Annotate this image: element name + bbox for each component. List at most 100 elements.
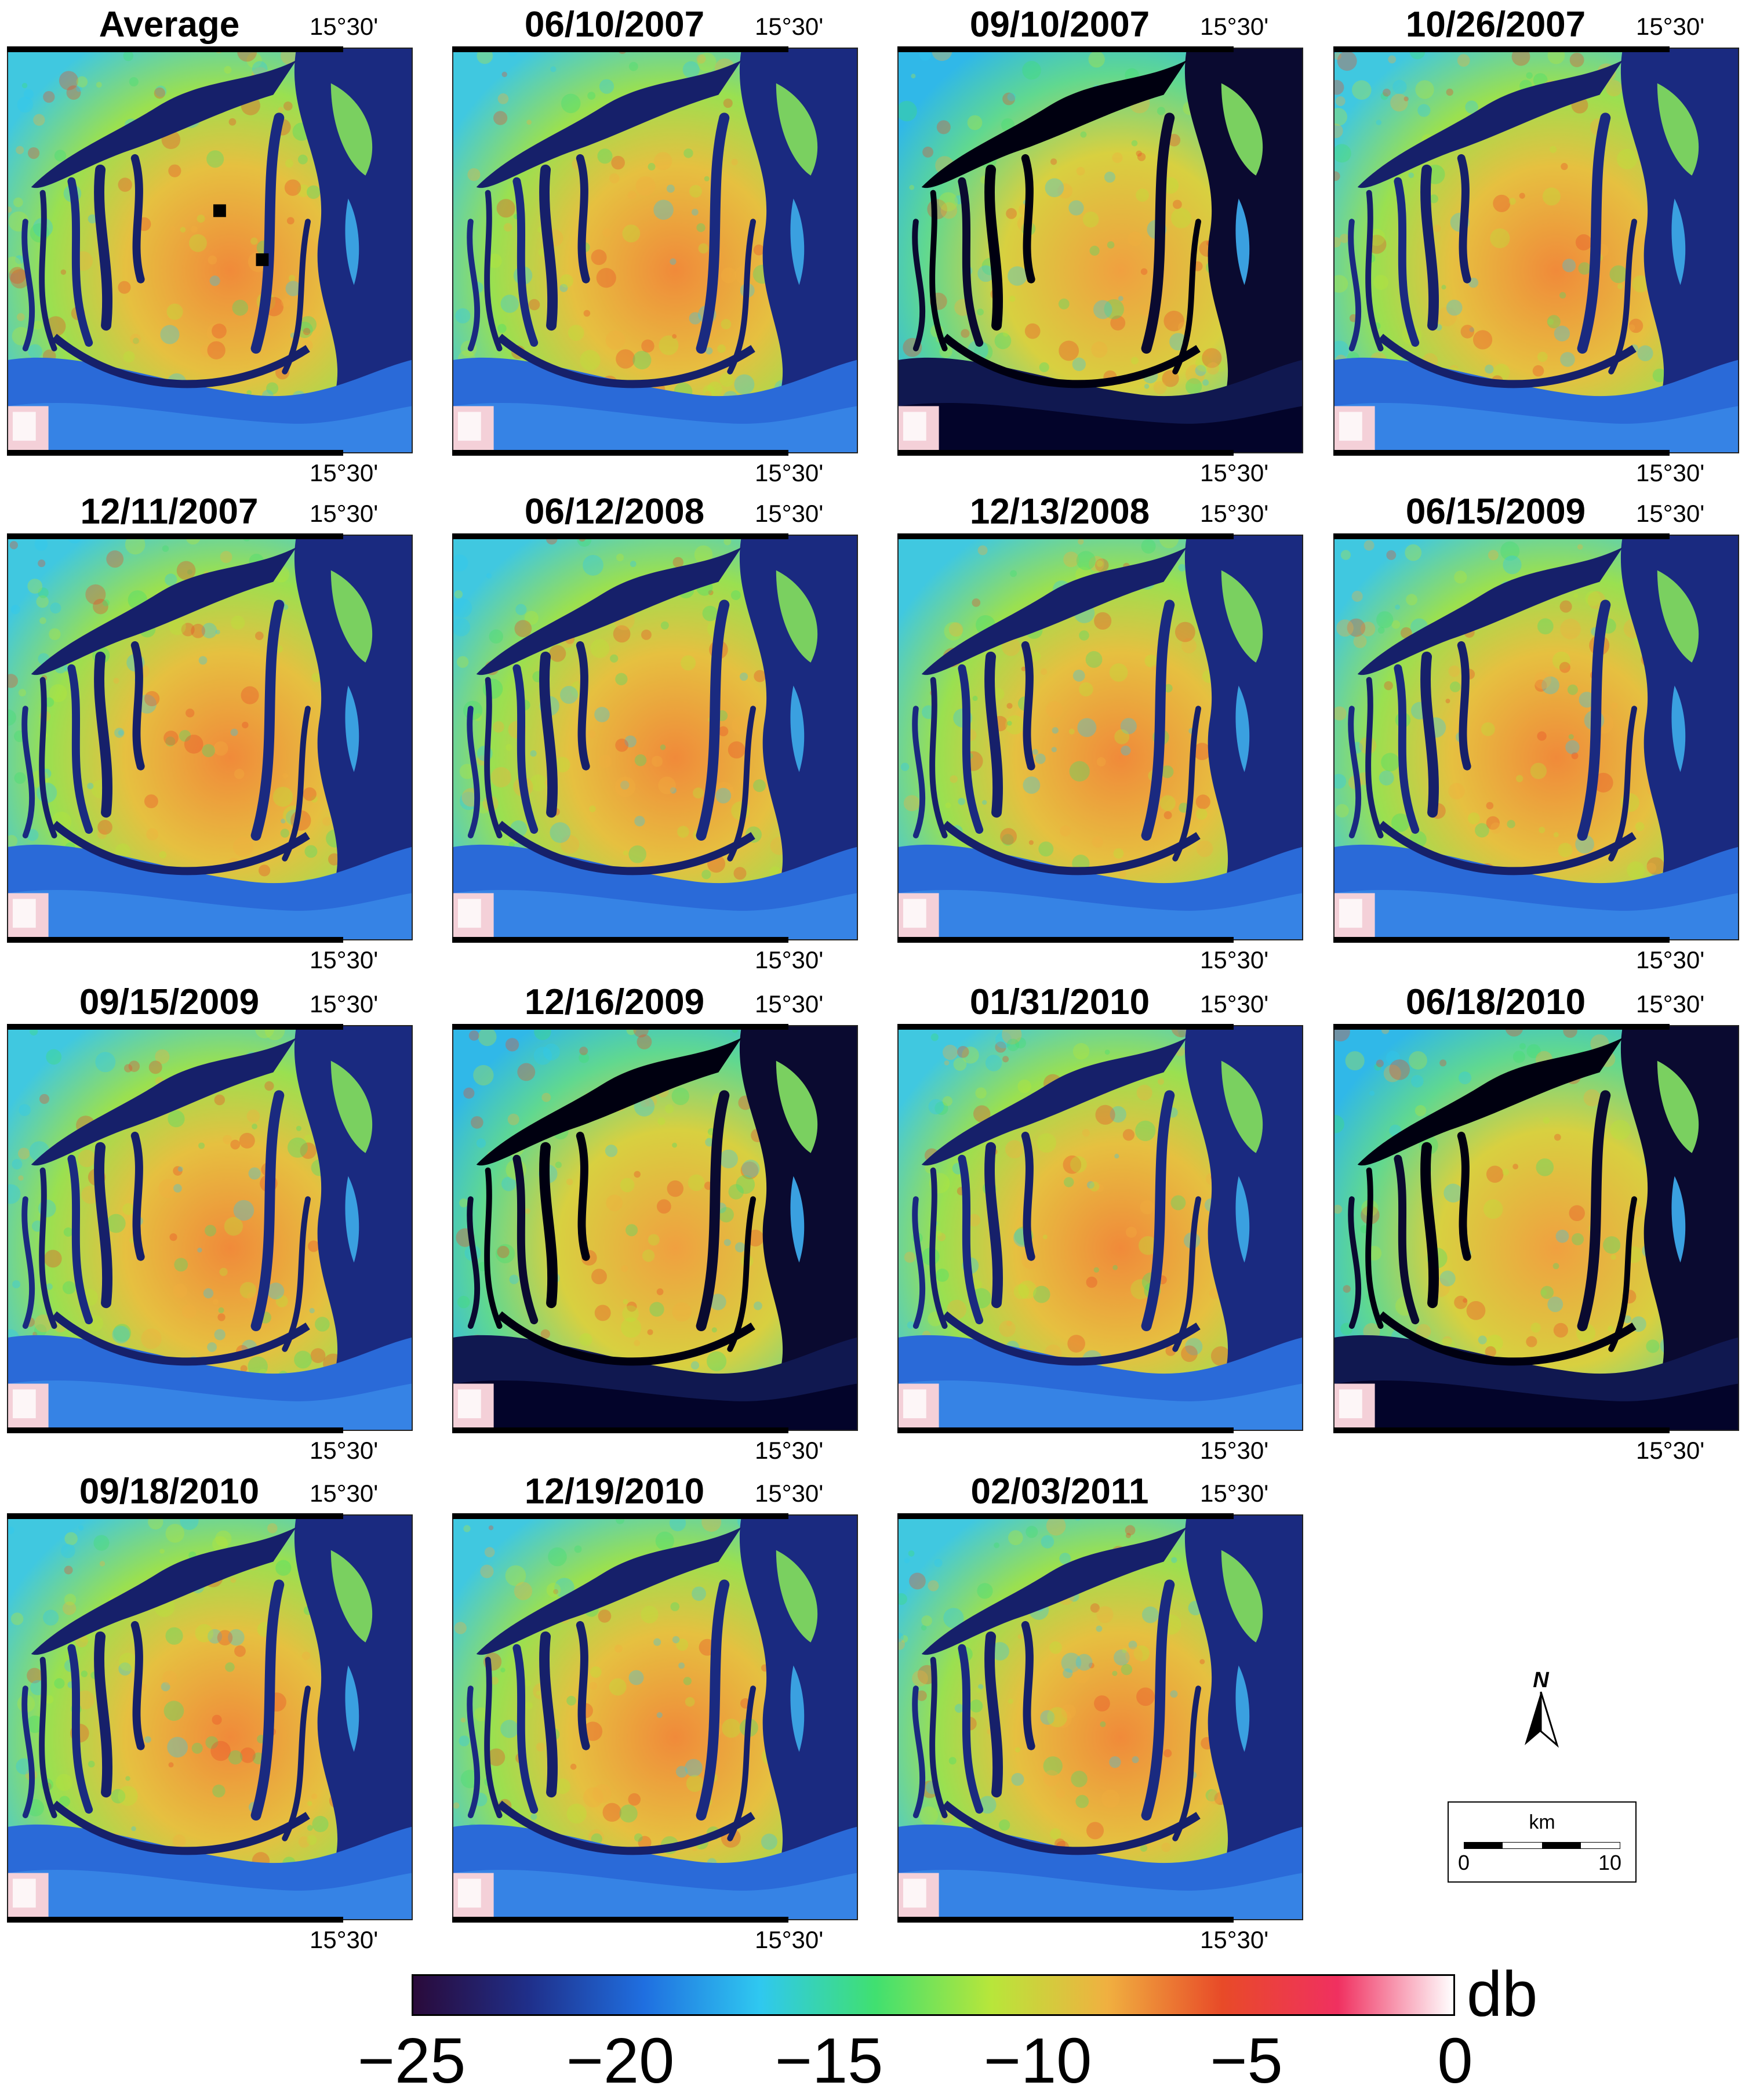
scale-min-label: 0 <box>1458 1851 1470 1874</box>
frame-bar-top <box>1333 533 1670 539</box>
panel-top-coordinate: 15°30' <box>1200 1480 1269 1507</box>
frame-bar-bottom <box>7 937 343 943</box>
frame-bar-bottom <box>452 450 788 456</box>
panel-top-coordinate: 15°30' <box>310 990 379 1018</box>
frame-bar-top <box>897 533 1234 539</box>
panel-top-coordinate: 15°30' <box>1200 500 1269 527</box>
map-raster <box>1335 49 1738 452</box>
map-panel: 06/15/2009 15°30' 15°30' <box>1333 492 1749 983</box>
map-image <box>897 1025 1303 1431</box>
frame-bar-top <box>452 1024 788 1030</box>
frame-bar-bottom <box>452 937 788 943</box>
panel-bottom-coordinate: 15°30' <box>1636 459 1705 486</box>
colorbar-unit: db <box>1467 1959 1538 2030</box>
map-panel: 09/15/2009 15°30' 15°30' <box>7 982 424 1474</box>
panel-top-coordinate: 15°30' <box>755 990 824 1018</box>
panel-top-coordinate: 15°30' <box>1636 990 1705 1018</box>
frame-bar-bottom <box>1333 450 1670 456</box>
panel-bottom-coordinate: 15°30' <box>1200 459 1269 486</box>
map-panel: 12/11/2007 15°30' 15°30' <box>7 492 424 983</box>
map-raster <box>453 536 857 939</box>
colorbar-tick-label: −25 <box>357 2025 466 2097</box>
map-image <box>1333 535 1739 940</box>
map-panel: 12/13/2008 15°30' 15°30' <box>897 492 1315 983</box>
panel-bottom-coordinate: 15°30' <box>755 946 824 973</box>
map-image <box>1333 48 1739 453</box>
map-raster <box>8 536 412 939</box>
map-image <box>452 48 858 453</box>
frame-bar-bottom <box>1333 1427 1670 1433</box>
map-panel: 06/10/2007 15°30' 15°30' <box>452 5 870 496</box>
north-label: N <box>1533 1668 1549 1692</box>
map-raster <box>1335 1026 1738 1430</box>
panel-bottom-coordinate: 15°30' <box>310 1437 379 1464</box>
scale-unit: km <box>1529 1811 1555 1833</box>
frame-bar-bottom <box>7 450 343 456</box>
panel-title: 09/18/2010 <box>79 1472 260 1512</box>
panel-top-coordinate: 15°30' <box>1636 13 1705 40</box>
map-panel: 12/16/2009 15°30' 15°30' <box>452 982 870 1474</box>
colorbar: db −25 −20 −15 −10 −5 0 <box>358 1959 1538 2100</box>
map-image <box>897 1514 1303 1920</box>
panel-bottom-coordinate: 15°30' <box>1636 1437 1705 1464</box>
map-panel: 12/19/2010 15°30' 15°30' <box>452 1472 870 1963</box>
map-image <box>452 1025 858 1431</box>
map-image <box>7 1514 413 1920</box>
map-panel: 01/31/2010 15°30' 15°30' <box>897 982 1315 1474</box>
panel-top-coordinate: 15°30' <box>310 1480 379 1507</box>
map-raster <box>453 1026 857 1430</box>
frame-bar-bottom <box>897 1917 1234 1923</box>
panel-top-coordinate: 15°30' <box>1636 500 1705 527</box>
map-image <box>7 535 413 940</box>
map-raster <box>453 1516 857 1919</box>
panel-top-coordinate: 15°30' <box>755 1480 824 1507</box>
colorbar-tick-label: −20 <box>566 2025 675 2097</box>
scale-bar-box: km 0 10 <box>1448 1801 1637 1883</box>
frame-bar-top <box>452 1513 788 1519</box>
panel-bottom-coordinate: 15°30' <box>755 1437 824 1464</box>
map-raster <box>1335 536 1738 939</box>
frame-bar-bottom <box>897 937 1234 943</box>
panel-top-coordinate: 15°30' <box>755 13 824 40</box>
panel-title: 10/26/2007 <box>1405 5 1586 45</box>
panel-top-coordinate: 15°30' <box>1200 13 1269 40</box>
panel-bottom-coordinate: 15°30' <box>1636 946 1705 973</box>
scale-max-label: 10 <box>1598 1851 1622 1874</box>
panel-title: 12/16/2009 <box>524 982 705 1022</box>
map-raster <box>899 1516 1302 1919</box>
panel-bottom-coordinate: 15°30' <box>310 946 379 973</box>
map-image <box>7 1025 413 1431</box>
frame-bar-bottom <box>897 450 1234 456</box>
north-arrow-icon <box>1525 1691 1559 1748</box>
panel-bottom-coordinate: 15°30' <box>755 459 824 486</box>
panel-title: 06/18/2010 <box>1405 982 1586 1022</box>
frame-bar-top <box>897 1513 1234 1519</box>
panel-title: 12/13/2008 <box>969 492 1150 532</box>
frame-bar-top <box>452 46 788 52</box>
frame-bar-top <box>1333 46 1670 52</box>
panel-top-coordinate: 15°30' <box>755 500 824 527</box>
map-panel: 10/26/2007 15°30' 15°30' <box>1333 5 1749 496</box>
frame-bar-bottom <box>897 1427 1234 1433</box>
panel-title: 01/31/2010 <box>969 982 1150 1022</box>
frame-bar-top <box>897 1024 1234 1030</box>
panel-title: 06/10/2007 <box>524 5 705 45</box>
colorbar-tick-label: −5 <box>1210 2025 1283 2097</box>
panel-title: 06/12/2008 <box>524 492 705 532</box>
panel-top-coordinate: 15°30' <box>1200 990 1269 1018</box>
panel-bottom-coordinate: 15°30' <box>755 1926 824 1953</box>
colorbar-tick-label: −10 <box>983 2025 1092 2097</box>
colorbar-tick-label: 0 <box>1437 2025 1473 2097</box>
panel-title: 02/03/2011 <box>970 1472 1149 1512</box>
map-raster <box>899 1026 1302 1430</box>
map-panel: 09/18/2010 15°30' 15°30' <box>7 1472 424 1963</box>
panel-title: 12/19/2010 <box>524 1472 705 1512</box>
map-panel: 06/12/2008 15°30' 15°30' <box>452 492 870 983</box>
frame-bar-bottom <box>1333 937 1670 943</box>
colorbar-gradient <box>412 1974 1455 2016</box>
scale-bar <box>1464 1842 1620 1849</box>
panel-top-coordinate: 15°30' <box>310 13 379 40</box>
map-panel: 09/10/2007 15°30' 15°30' <box>897 5 1315 496</box>
frame-bar-top <box>7 46 343 52</box>
map-image <box>7 48 413 453</box>
